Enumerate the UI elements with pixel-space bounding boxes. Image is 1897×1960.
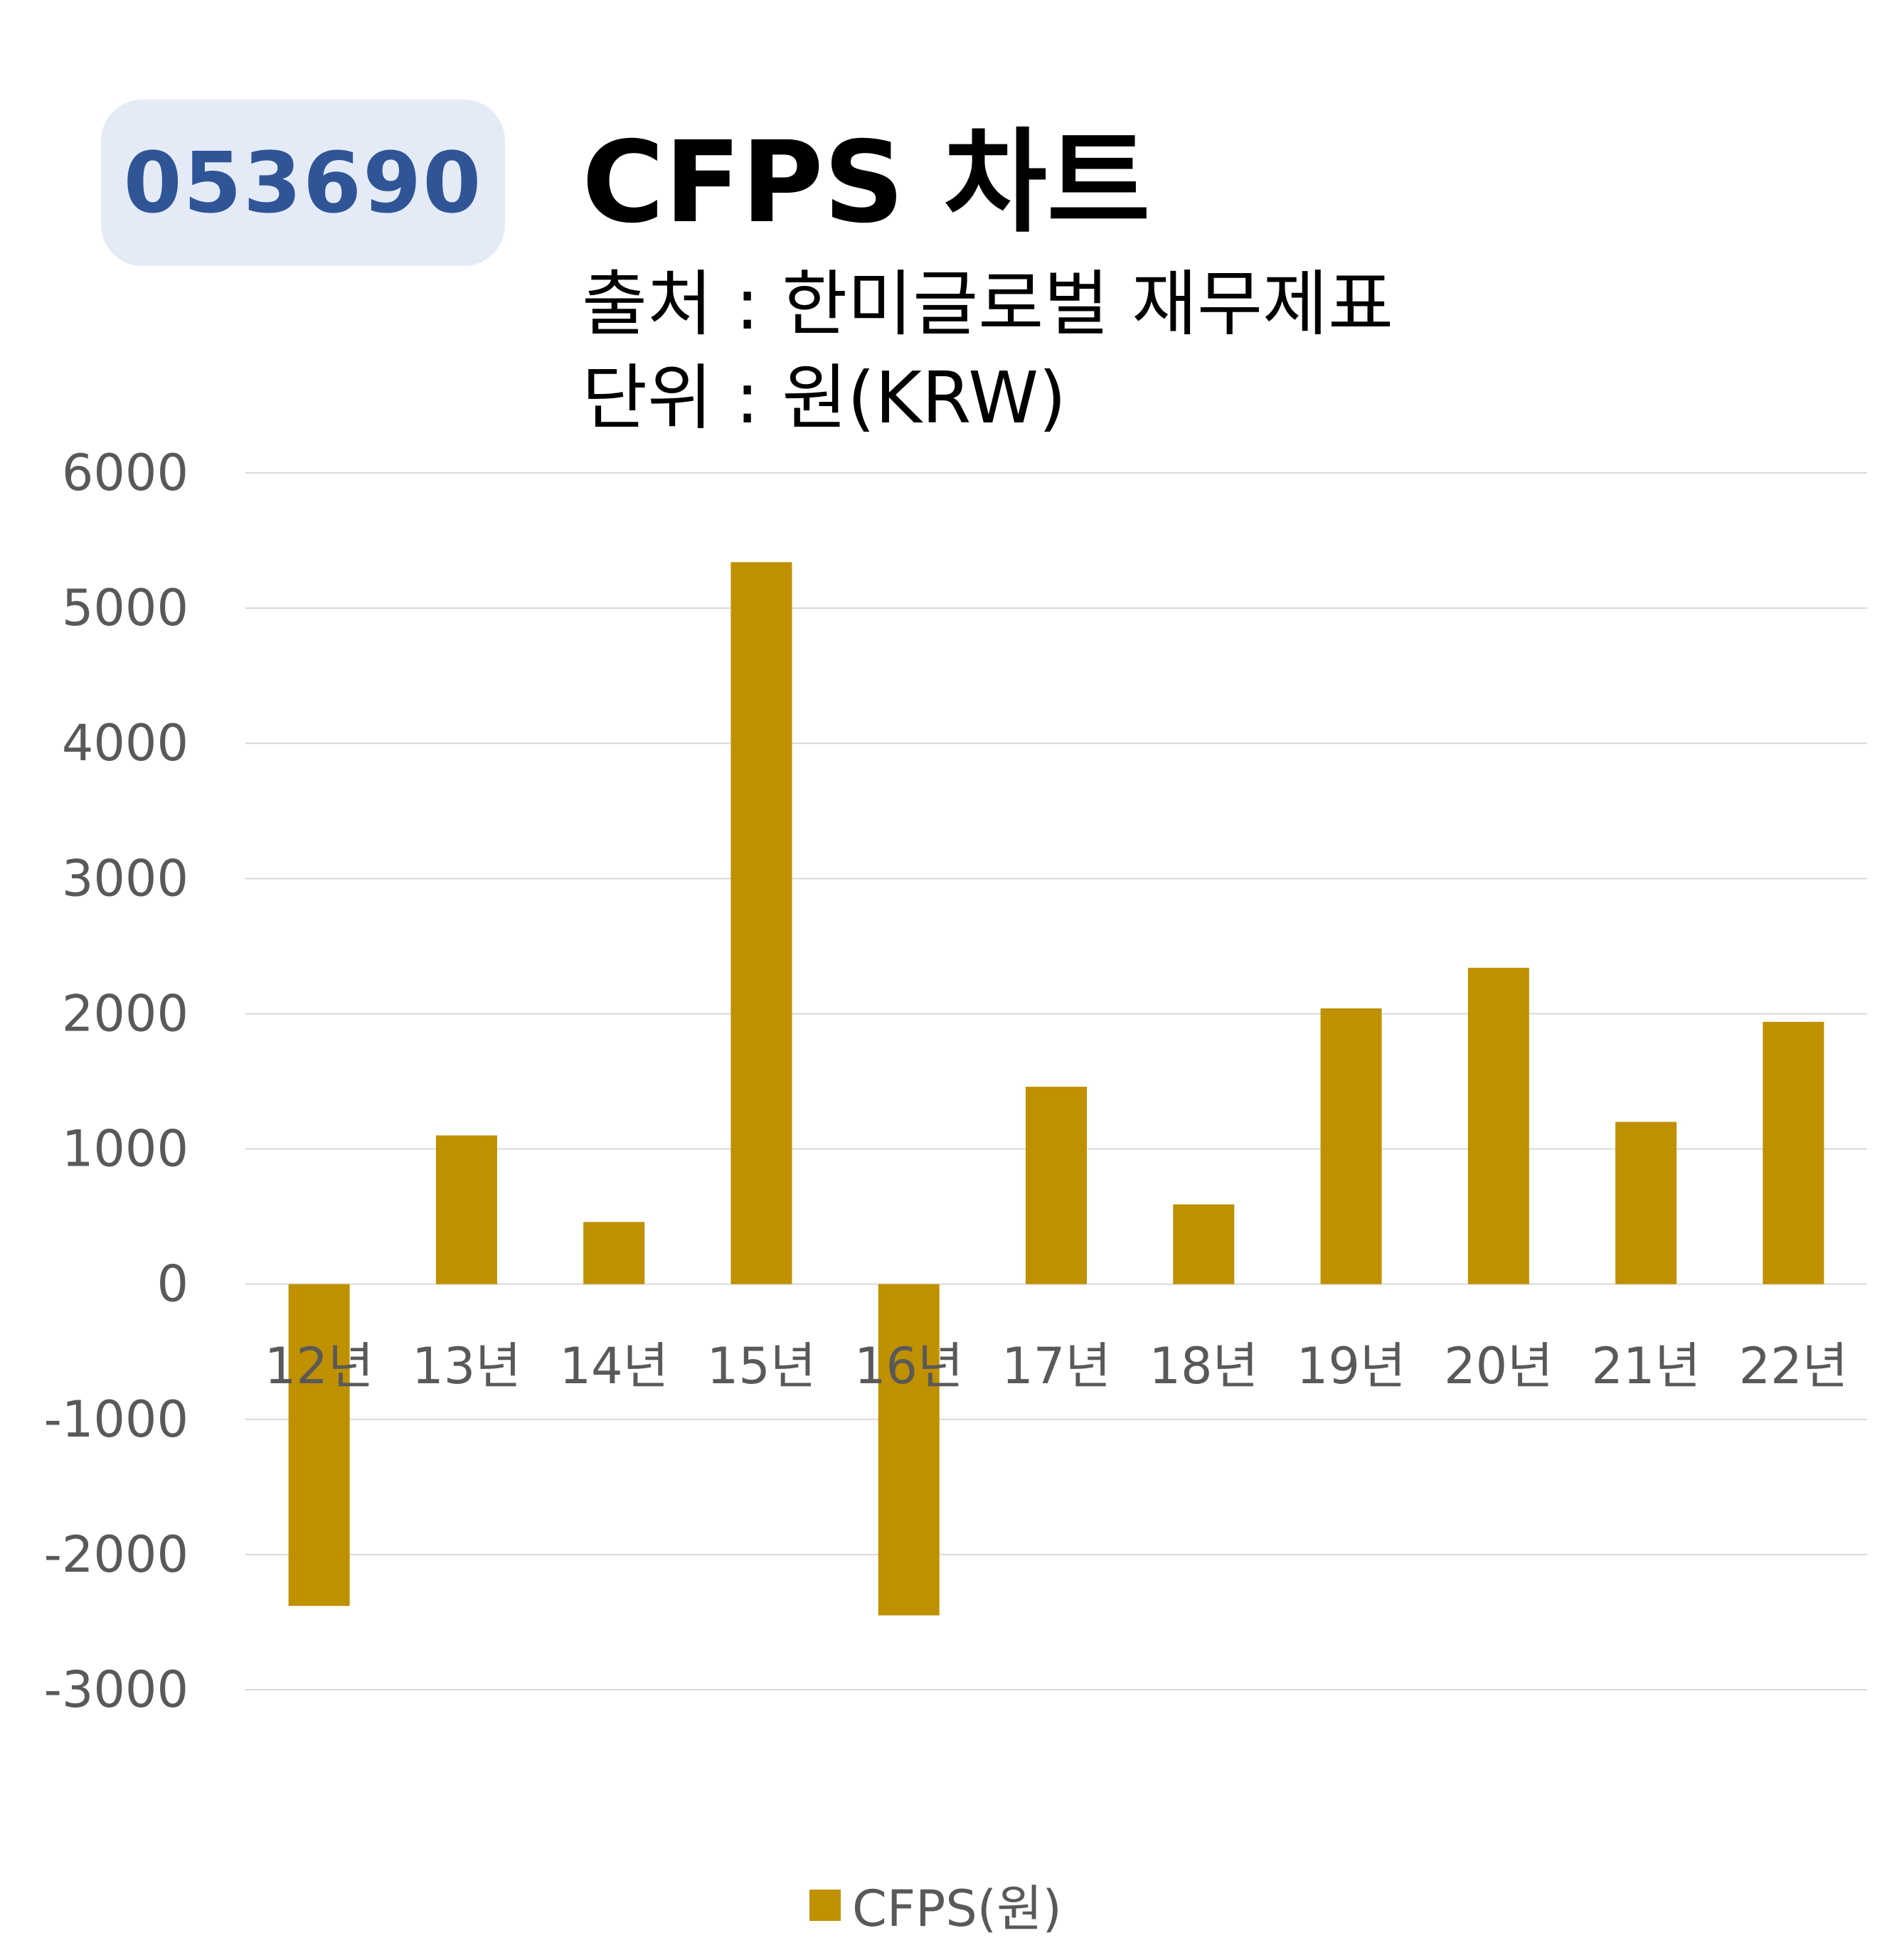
x-tick-label: 22년	[1739, 1337, 1848, 1395]
y-tick-label: 3000	[62, 849, 188, 907]
x-tick-label: 19년	[1297, 1337, 1406, 1395]
bar	[1763, 1021, 1824, 1284]
bar	[288, 1284, 350, 1607]
y-tick-label: 0	[156, 1255, 188, 1314]
stock-code-badge: 053690	[101, 100, 505, 266]
x-tick-label: 20년	[1444, 1337, 1553, 1395]
bar	[1467, 967, 1529, 1284]
x-tick-label: 18년	[1149, 1337, 1258, 1395]
y-tick-label: 1000	[62, 1120, 188, 1178]
bar	[878, 1284, 940, 1616]
unit-label: 단위 : 원(KRW)	[582, 356, 1067, 440]
x-tick-label: 17년	[1001, 1337, 1110, 1395]
source-label: 출처 : 한미글로벌 재무제표	[582, 262, 1394, 346]
y-tick-label: 4000	[62, 714, 188, 772]
bars	[288, 562, 1824, 1616]
x-tick-label: 14년	[559, 1337, 668, 1395]
y-tick-label: 2000	[62, 984, 188, 1043]
legend-label: CFPS(원)	[852, 1880, 1062, 1938]
legend: CFPS(원)	[809, 1869, 1062, 1941]
x-axis-ticks: 12년 13년 14년 15년 16년 17년 18년 19년 20년 21년 22년	[265, 1337, 1848, 1395]
bar	[730, 562, 792, 1284]
stock-code: 053690	[123, 134, 483, 232]
bar	[435, 1135, 497, 1284]
chart-title: CFPS 차트	[582, 117, 1151, 248]
y-tick-label: -3000	[44, 1661, 188, 1719]
y-tick-label: 6000	[62, 444, 188, 502]
bar	[583, 1222, 645, 1284]
y-axis-ticks: 6000 5000 4000 3000 2000 1000 0 -1000 -2000 -3000	[44, 444, 188, 1719]
bar	[1026, 1087, 1087, 1284]
x-tick-label: 15년	[707, 1337, 816, 1395]
y-tick-label: -2000	[44, 1525, 188, 1584]
bar	[1615, 1122, 1677, 1284]
y-tick-label: 5000	[62, 579, 188, 637]
y-tick-label: -1000	[44, 1390, 188, 1449]
x-tick-label: 16년	[854, 1337, 963, 1395]
bar	[1173, 1204, 1235, 1284]
x-tick-label: 12년	[265, 1337, 373, 1395]
x-tick-label: 13년	[412, 1337, 521, 1395]
gridlines	[245, 472, 1867, 1690]
bar	[1320, 1008, 1382, 1284]
legend-swatch	[809, 1889, 841, 1921]
x-tick-label: 21년	[1591, 1337, 1700, 1395]
